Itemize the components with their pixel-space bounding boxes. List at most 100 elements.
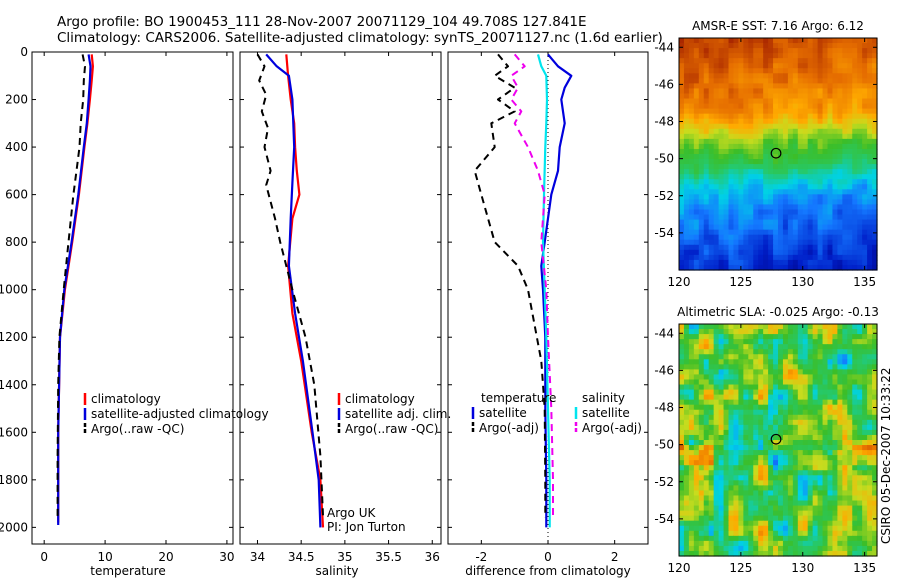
- heatmap-cell: [723, 535, 730, 542]
- argo-location-marker: [770, 147, 782, 159]
- heatmap-cell: [748, 169, 754, 175]
- heatmap-cell: [872, 103, 878, 110]
- heatmap-cell: [753, 239, 759, 246]
- heatmap-cell: [748, 259, 754, 266]
- heatmap-cell: [693, 440, 700, 446]
- heatmap-cell: [723, 354, 730, 360]
- heatmap-cell: [792, 550, 799, 557]
- heatmap-cell: [832, 520, 838, 527]
- heatmap-cell: [867, 73, 873, 79]
- heatmap-cell: [773, 179, 779, 185]
- heatmap-cell: [862, 204, 868, 211]
- heatmap-cell: [708, 78, 715, 84]
- heatmap-cell: [693, 189, 700, 195]
- heatmap-cell: [698, 470, 705, 476]
- heatmap-cell: [753, 199, 759, 206]
- heatmap-cell: [683, 209, 690, 216]
- heatmap-cell: [797, 239, 804, 246]
- heatmap-cell: [748, 78, 754, 84]
- heatmap-cell: [867, 460, 873, 466]
- heatmap-cell: [693, 108, 700, 115]
- heatmap-cell: [708, 143, 715, 150]
- heatmap-cell: [693, 540, 700, 547]
- heatmap-cell: [862, 424, 868, 431]
- heatmap-cell: [693, 138, 700, 145]
- heatmap-cell: [718, 470, 725, 476]
- heatmap-cell: [708, 324, 715, 330]
- heatmap-cell: [738, 500, 744, 507]
- heatmap-cell: [867, 470, 873, 476]
- heatmap-cell: [778, 465, 784, 471]
- heatmap-cell: [792, 460, 799, 466]
- heatmap-cell: [827, 43, 834, 49]
- heatmap-cell: [857, 254, 863, 261]
- heatmap-cell: [773, 414, 779, 421]
- heatmap-cell: [787, 324, 794, 330]
- heatmap-cell: [817, 324, 824, 330]
- heatmap-cell: [743, 440, 749, 446]
- heatmap-cell: [822, 123, 829, 130]
- heatmap-cell: [738, 164, 744, 170]
- y-tick-label: 400: [5, 140, 28, 154]
- heatmap-cell: [683, 490, 690, 497]
- heatmap-cell: [748, 364, 754, 370]
- heatmap-cell: [773, 118, 779, 125]
- x-tick-label: -2: [475, 550, 487, 564]
- heatmap-cell: [693, 214, 700, 221]
- heatmap-cell: [837, 515, 843, 522]
- heatmap-cell: [758, 143, 764, 150]
- heatmap-cell: [718, 475, 725, 481]
- heatmap-cell: [782, 445, 789, 451]
- heatmap-cell: [718, 73, 725, 79]
- heatmap-cell: [827, 108, 834, 115]
- heatmap-cell: [748, 460, 754, 466]
- heatmap-cell: [862, 194, 868, 200]
- heatmap-cell: [773, 475, 779, 481]
- heatmap-cell: [847, 58, 853, 64]
- heatmap-cell: [688, 244, 695, 251]
- heatmap-cell: [847, 93, 853, 100]
- heatmap-cell: [773, 520, 779, 527]
- heatmap-cell: [817, 480, 824, 486]
- heatmap-cell: [827, 98, 834, 105]
- heatmap-cell: [832, 324, 838, 330]
- heatmap-cell: [743, 93, 749, 100]
- heatmap-cell: [693, 354, 700, 360]
- heatmap-cell: [688, 204, 695, 211]
- heatmap-cell: [802, 184, 809, 190]
- heatmap-cell: [763, 254, 769, 261]
- x-tick-label: 34: [250, 550, 265, 564]
- heatmap-cell: [812, 480, 819, 486]
- heatmap-cell: [797, 419, 804, 426]
- heatmap-cell: [683, 354, 690, 360]
- heatmap-cell: [768, 359, 774, 365]
- heatmap-cell: [708, 510, 715, 517]
- heatmap-cell: [862, 525, 868, 532]
- heatmap-cell: [778, 429, 784, 436]
- heatmap-cell: [847, 530, 853, 537]
- heatmap-cell: [782, 154, 789, 160]
- heatmap-cell: [857, 179, 863, 185]
- heatmap-cell: [733, 339, 739, 345]
- heatmap-cell: [778, 204, 784, 211]
- heatmap-cell: [679, 179, 685, 185]
- heatmap-cell: [827, 53, 834, 59]
- heatmap-cell: [807, 389, 814, 396]
- heatmap-cell: [842, 545, 848, 552]
- heatmap-cell: [847, 505, 853, 512]
- heatmap-cell: [718, 530, 725, 537]
- heatmap-cell: [768, 505, 774, 512]
- heatmap-cell: [872, 334, 878, 340]
- heatmap-cell: [852, 505, 858, 512]
- heatmap-cell: [827, 204, 834, 211]
- heatmap-cell: [847, 354, 853, 360]
- heatmap-cell: [708, 128, 715, 135]
- heatmap-cell: [822, 470, 829, 476]
- heatmap-cell: [748, 545, 754, 552]
- heatmap-cell: [723, 455, 730, 461]
- heatmap-cell: [867, 43, 873, 49]
- heatmap-cell: [812, 83, 819, 90]
- heatmap-cell: [832, 369, 838, 376]
- heatmap-cell: [679, 419, 685, 426]
- heatmap-cell: [807, 38, 814, 44]
